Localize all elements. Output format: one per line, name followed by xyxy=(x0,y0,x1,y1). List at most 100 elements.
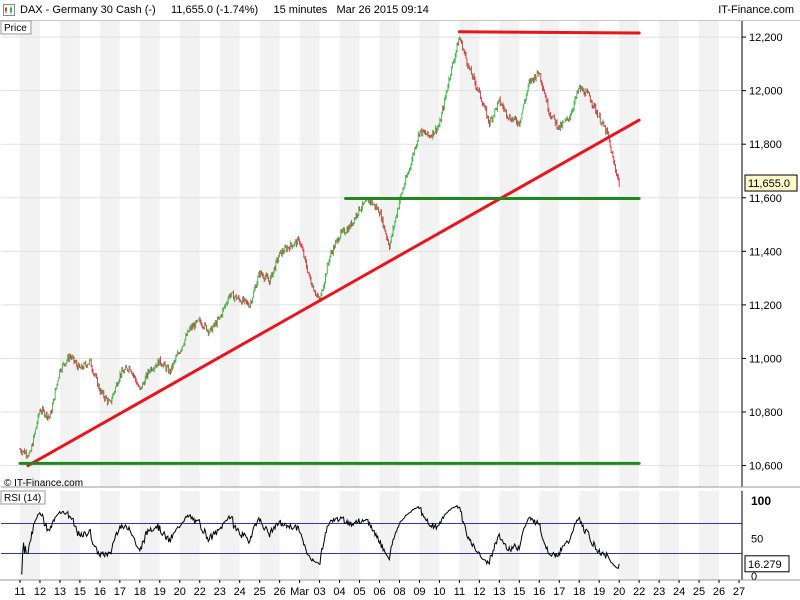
x-tick-label: 24 xyxy=(234,586,246,598)
brand-label: IT-Finance.com xyxy=(718,4,794,16)
day-stripe xyxy=(539,21,560,487)
x-tick-label: 22 xyxy=(194,586,206,598)
watermark: © IT-Finance.com xyxy=(4,478,83,489)
x-tick-label: 16 xyxy=(94,586,106,598)
chart-title: DAX - Germany 30 Cash (-) 11,655.0 (-1.7… xyxy=(20,4,429,16)
candles xyxy=(19,36,620,459)
day-stripe xyxy=(619,491,640,580)
x-tick-label: 11 xyxy=(454,586,465,598)
x-tick-label: 18 xyxy=(134,586,146,598)
x-tick-label: 20 xyxy=(613,586,625,598)
x-tick-label: 27 xyxy=(733,586,745,598)
x-tick-label: 03 xyxy=(313,586,325,598)
x-tick-label: 18 xyxy=(573,586,585,598)
day-stripe xyxy=(299,21,320,487)
x-tick-label: Mar xyxy=(290,586,309,598)
rsi-panel: 0 50 100 16.279 xyxy=(1,491,790,583)
rsi-tick-label: 100 xyxy=(751,494,771,508)
day-stripe xyxy=(459,491,480,580)
price-label: Price xyxy=(4,23,27,34)
day-stripe xyxy=(179,491,200,580)
x-tick-label: 24 xyxy=(673,586,685,598)
price-tick-label: 10,600 xyxy=(749,461,783,473)
x-tick-label: 26 xyxy=(713,586,725,598)
day-stripe xyxy=(539,491,560,580)
trend-line[interactable] xyxy=(457,30,641,35)
day-stripe xyxy=(299,491,320,580)
rsi-last-value: 16.279 xyxy=(748,559,782,571)
price-tick-label: 12,000 xyxy=(749,86,783,98)
x-tick-label: 12 xyxy=(34,586,46,598)
x-tick-label: 17 xyxy=(114,586,126,598)
day-stripe xyxy=(659,21,680,487)
price-tick-label: 11,600 xyxy=(749,193,782,205)
x-tick-label: 15 xyxy=(74,586,86,598)
chart-icon xyxy=(3,4,15,16)
x-tick-label: 23 xyxy=(214,586,226,598)
last-price-tag xyxy=(744,174,798,192)
rsi-tick-label: 0 xyxy=(751,571,757,583)
x-tick-label: 15 xyxy=(513,586,525,598)
day-stripe xyxy=(659,491,680,580)
rsi-line xyxy=(20,504,620,575)
price-tick-label: 11,400 xyxy=(749,246,782,258)
day-stripe xyxy=(339,21,360,487)
day-stripe xyxy=(379,21,400,487)
x-tick-label: 23 xyxy=(653,586,665,598)
day-stripe xyxy=(20,21,40,487)
day-stripe xyxy=(419,21,440,487)
price-tick-label: 12,200 xyxy=(749,32,783,44)
price-label-box: Price xyxy=(0,20,32,35)
day-stripe xyxy=(20,491,40,580)
x-tick-label: 10 xyxy=(433,586,445,598)
day-stripe xyxy=(699,491,720,580)
x-tick-label: 25 xyxy=(254,586,266,598)
day-stripe xyxy=(459,21,480,487)
price-tick-label: 11,800 xyxy=(749,139,782,151)
x-tick-label: 20 xyxy=(174,586,186,598)
x-axis: 11 12 13 15 16 17 18 19 20 22 23 24 25 26 Mar 03 04 05 06 0… xyxy=(0,579,800,598)
price-panel: 10,600 10,800 11,000 11,200 11,400 11,600 11,8… xyxy=(1,21,800,488)
x-tick-label: 25 xyxy=(693,586,705,598)
day-stripe xyxy=(219,21,240,487)
day-stripe xyxy=(99,21,120,487)
x-tick-label: 13 xyxy=(493,586,505,598)
day-stripe xyxy=(99,491,120,580)
x-tick-label: 26 xyxy=(274,586,286,598)
price-tick-label: 10,800 xyxy=(749,407,783,419)
x-tick-label: 16 xyxy=(533,586,545,598)
day-stripe xyxy=(339,491,360,580)
x-tick-label: 04 xyxy=(333,586,345,598)
day-stripe xyxy=(499,491,520,580)
price-tick-label: 11,000 xyxy=(749,353,782,365)
day-stripe xyxy=(139,491,160,580)
last-price-value: 11,655.0 xyxy=(748,178,790,190)
x-tick-label: 05 xyxy=(353,586,365,598)
rsi-tick-label: 50 xyxy=(751,534,763,546)
x-tick-label: 19 xyxy=(154,586,166,598)
day-stripe xyxy=(379,491,400,580)
x-tick-label: 11 xyxy=(14,586,25,598)
day-stripe xyxy=(259,21,280,487)
x-tick-label: 08 xyxy=(393,586,405,598)
rsi-value-tag xyxy=(744,555,790,573)
day-stripe xyxy=(499,21,520,487)
x-tick-label: 09 xyxy=(413,586,425,598)
day-stripe xyxy=(579,21,600,487)
day-stripe xyxy=(699,21,720,487)
day-stripe xyxy=(219,491,240,580)
x-tick-label: 13 xyxy=(54,586,66,598)
day-stripe xyxy=(59,21,80,487)
x-tick-label: 06 xyxy=(373,586,385,598)
trend-line[interactable] xyxy=(26,118,641,468)
day-stripe xyxy=(139,21,160,487)
x-tick-label: 22 xyxy=(633,586,645,598)
price-tick-label: 11,200 xyxy=(749,300,782,312)
day-stripe xyxy=(419,491,440,580)
chart-header: DAX - Germany 30 Cash (-) 11,655.0 (-1.7… xyxy=(0,0,800,21)
rsi-label-box: RSI (14) xyxy=(0,490,46,505)
rsi-label: RSI (14) xyxy=(4,493,41,504)
x-tick-label: 12 xyxy=(473,586,485,598)
x-tick-label: 19 xyxy=(593,586,605,598)
